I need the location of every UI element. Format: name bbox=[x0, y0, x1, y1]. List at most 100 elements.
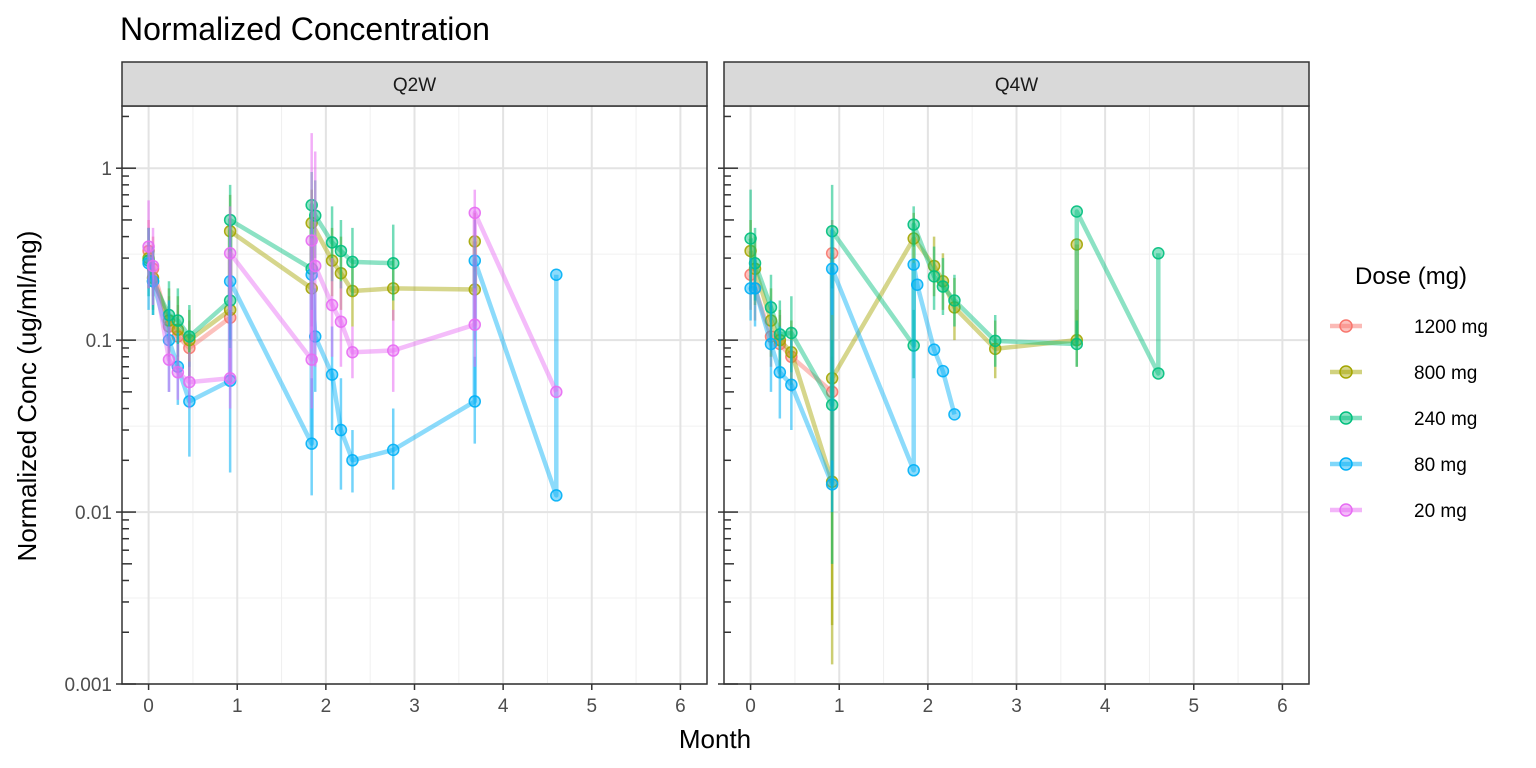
data-point bbox=[927, 343, 941, 356]
data-point bbox=[223, 247, 237, 260]
chart-title: Normalized Concentration bbox=[120, 11, 490, 47]
x-tick-label: 3 bbox=[1011, 696, 1022, 717]
data-point bbox=[988, 334, 1002, 348]
legend-entry: 240 mg bbox=[1330, 409, 1477, 430]
data-point bbox=[825, 262, 839, 276]
data-point bbox=[907, 339, 920, 352]
data-point bbox=[334, 244, 348, 258]
data-point bbox=[948, 408, 961, 421]
y-axis-title: Normalized Conc (ug/ml/mg) bbox=[12, 231, 42, 562]
data-point bbox=[346, 255, 359, 269]
data-point bbox=[744, 232, 757, 245]
panels: Q2W 0 1 2 3 4 5 6 0.001 0.01 0.1 1 Q4W 0 1 2 3 4 5 6 bbox=[64, 61, 1310, 717]
data-point bbox=[183, 330, 196, 343]
legend-label: 80 mg bbox=[1414, 455, 1467, 476]
facet-strip bbox=[723, 61, 1310, 107]
data-point bbox=[386, 256, 400, 270]
y-tick-label: 0.001 bbox=[64, 675, 112, 696]
x-tick-label: 3 bbox=[409, 696, 420, 717]
data-point bbox=[171, 314, 185, 327]
facet-strip bbox=[121, 61, 708, 107]
data-point bbox=[334, 423, 348, 437]
legend-key-point bbox=[1339, 503, 1353, 517]
y-tick-label: 0.1 bbox=[86, 331, 112, 352]
y-tick-label: 0.01 bbox=[75, 503, 112, 524]
legend-entry: 20 mg bbox=[1330, 501, 1467, 522]
panel-q4w: Q4W 0 1 2 3 4 5 6 bbox=[718, 61, 1310, 717]
data-point bbox=[550, 268, 563, 282]
legend-title: Dose (mg) bbox=[1355, 263, 1467, 290]
legend-key-point bbox=[1339, 319, 1353, 333]
legend-entry: 800 mg bbox=[1330, 363, 1477, 384]
x-tick-label: 6 bbox=[675, 696, 686, 717]
data-point bbox=[142, 240, 155, 253]
x-tick-label: 0 bbox=[143, 696, 154, 717]
x-tick-label: 4 bbox=[1100, 696, 1111, 717]
data-point bbox=[334, 315, 348, 328]
x-tick-label: 1 bbox=[232, 696, 243, 717]
x-tick-label: 2 bbox=[321, 696, 332, 717]
panel-q2w: Q2W 0 1 2 3 4 5 6 0.001 0.01 0.1 1 bbox=[64, 61, 708, 717]
data-point bbox=[325, 298, 339, 312]
data-point bbox=[773, 366, 787, 379]
data-point bbox=[171, 366, 185, 379]
data-point bbox=[183, 375, 196, 389]
data-point bbox=[468, 206, 482, 220]
data-point bbox=[1152, 367, 1165, 380]
legend-key-point bbox=[1339, 365, 1353, 379]
data-point bbox=[305, 234, 318, 247]
data-point bbox=[1152, 247, 1165, 260]
data-point bbox=[346, 454, 359, 467]
series-80-mg bbox=[744, 227, 961, 513]
data-point bbox=[325, 368, 339, 381]
legend-label: 240 mg bbox=[1414, 409, 1477, 430]
data-point bbox=[305, 353, 318, 366]
facet-label: Q2W bbox=[393, 75, 436, 96]
x-tick-label: 5 bbox=[1188, 696, 1199, 717]
legend-key-point bbox=[1339, 457, 1353, 471]
data-point bbox=[764, 337, 778, 351]
data-point bbox=[825, 478, 839, 491]
data-point bbox=[550, 385, 563, 399]
data-point bbox=[468, 254, 482, 267]
x-tick-label: 6 bbox=[1277, 696, 1288, 717]
legend: Dose (mg) 1200 mg 800 mg 240 mg 80 mg 20 mg bbox=[1330, 263, 1488, 522]
legend-label: 800 mg bbox=[1414, 363, 1477, 384]
data-point bbox=[386, 344, 400, 357]
y-tick-label: 1 bbox=[101, 159, 112, 180]
series-line bbox=[146, 202, 394, 339]
data-point bbox=[305, 437, 318, 450]
data-point bbox=[936, 364, 950, 378]
data-point bbox=[346, 346, 359, 359]
legend-label: 1200 mg bbox=[1414, 317, 1488, 338]
data-point bbox=[550, 489, 563, 502]
data-point bbox=[468, 395, 482, 408]
x-tick-label: 0 bbox=[745, 696, 756, 717]
data-point bbox=[907, 258, 920, 271]
data-point bbox=[386, 443, 400, 457]
data-point bbox=[927, 270, 941, 283]
data-point bbox=[162, 353, 176, 366]
data-point bbox=[1070, 337, 1084, 351]
data-point bbox=[468, 318, 482, 331]
data-point bbox=[907, 464, 920, 477]
series-20-mg bbox=[142, 133, 563, 409]
legend-entry: 1200 mg bbox=[1330, 317, 1488, 338]
data-point bbox=[744, 282, 757, 295]
legend-key-point bbox=[1339, 411, 1353, 425]
x-tick-label: 1 bbox=[834, 696, 845, 717]
data-point bbox=[146, 259, 160, 273]
series-line bbox=[748, 236, 1080, 485]
x-tick-label: 4 bbox=[498, 696, 509, 717]
data-point bbox=[325, 236, 339, 249]
legend-label: 20 mg bbox=[1414, 501, 1467, 522]
legend-entry: 80 mg bbox=[1330, 455, 1467, 476]
data-point bbox=[308, 259, 322, 273]
x-tick-label: 5 bbox=[586, 696, 597, 717]
x-tick-label: 2 bbox=[923, 696, 934, 717]
facet-label: Q4W bbox=[995, 75, 1038, 96]
data-point bbox=[907, 218, 920, 231]
series-240-mg bbox=[744, 184, 1165, 564]
data-point bbox=[825, 398, 839, 412]
